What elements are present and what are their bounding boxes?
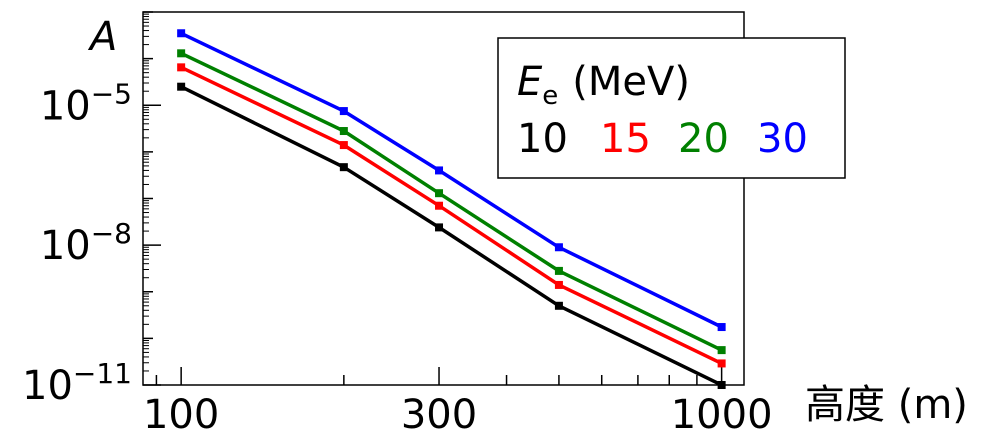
x-axis-label: 高度 (m) [805, 382, 968, 428]
minor-ticks [143, 11, 698, 385]
y-axis-label: A [87, 14, 117, 60]
major-ticks [143, 104, 723, 386]
legend-entry-20: 20 [678, 116, 729, 162]
data-point [717, 381, 726, 389]
legend-entries: 10 15 20 30 [517, 116, 808, 162]
data-point [554, 301, 563, 310]
data-point [435, 223, 444, 232]
data-point [554, 243, 563, 252]
y-tick-label: 10−5 [40, 77, 132, 129]
data-point [554, 266, 563, 275]
legend-title: Ee (MeV) [517, 59, 690, 111]
data-point [177, 63, 186, 72]
y-tick-labels: 10−5 10−8 10−11 [22, 77, 132, 409]
x-tick-label: 1000 [671, 392, 773, 438]
data-point [177, 82, 186, 91]
series-10 [177, 82, 726, 389]
data-point [177, 29, 186, 38]
series-layer [177, 29, 726, 389]
data-point [435, 166, 444, 175]
x-tick-labels: 100 300 1000 [143, 392, 773, 438]
data-point [717, 346, 726, 355]
data-point [339, 127, 348, 136]
x-tick-label: 300 [401, 392, 477, 438]
series-15 [177, 63, 726, 368]
data-point [435, 201, 444, 210]
data-point [554, 280, 563, 289]
data-point [717, 323, 726, 332]
data-point [339, 163, 348, 172]
data-point [717, 359, 726, 368]
legend-entry-10: 10 [517, 116, 568, 162]
x-tick-label: 100 [143, 392, 219, 438]
data-point [177, 49, 186, 58]
data-point [339, 107, 348, 116]
series-20 [177, 49, 726, 355]
legend: Ee (MeV) 10 15 20 30 [497, 37, 846, 179]
data-point [435, 189, 444, 198]
y-tick-label: 10−8 [40, 217, 132, 269]
legend-entry-15: 15 [600, 116, 651, 162]
series-30 [177, 29, 726, 332]
y-tick-label: 10−11 [22, 357, 132, 409]
data-point [339, 141, 348, 150]
legend-entry-30: 30 [757, 116, 808, 162]
legend-box [497, 37, 846, 179]
